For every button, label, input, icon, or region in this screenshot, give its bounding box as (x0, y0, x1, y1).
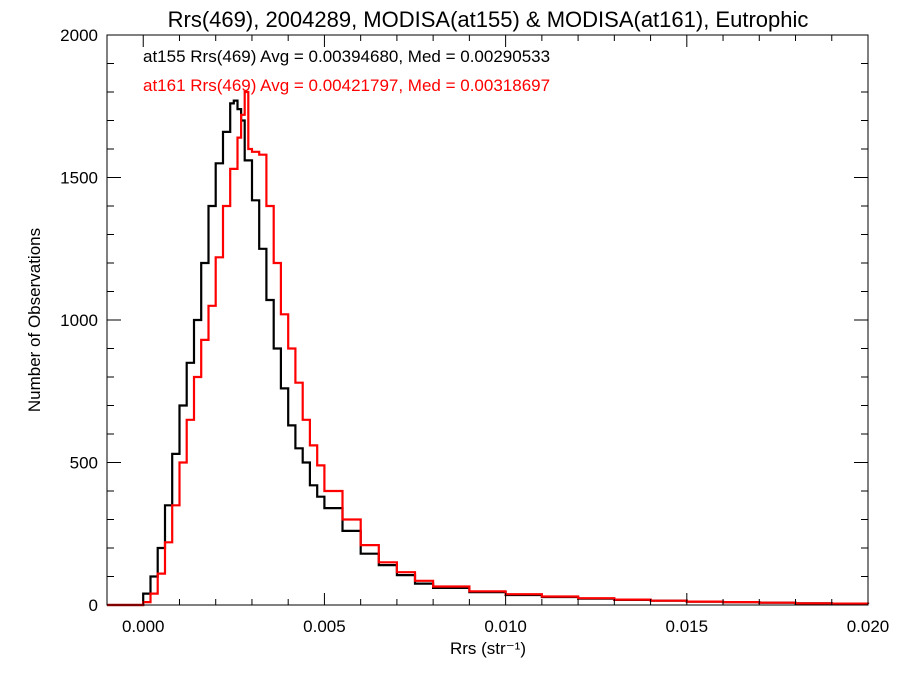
tick-labels: 0.000 0.005 0.010 0.015 0.020 0 500 1000 1500 200… (60, 26, 889, 636)
series-at155-line (107, 99, 870, 607)
x-tick-label: 0.015 (666, 617, 709, 636)
chart-title: Rrs(469), 2004289, MODISA(at155) & MODIS… (168, 7, 809, 32)
legend-at161: at161 Rrs(469) Avg = 0.00421797, Med = 0… (143, 76, 550, 95)
x-tick-label: 0.005 (303, 617, 346, 636)
y-tick-label: 1000 (60, 311, 98, 330)
y-tick-label: 1500 (60, 169, 98, 188)
x-tick-label: 0.000 (122, 617, 165, 636)
y-tick-label: 500 (70, 454, 98, 473)
x-tick-label: 0.010 (484, 617, 527, 636)
axis-ticks (107, 34, 869, 606)
plot-frame (106, 34, 869, 606)
legend-at155: at155 Rrs(469) Avg = 0.00394680, Med = 0… (143, 47, 550, 66)
series-layer (107, 90, 870, 607)
y-tick-label: 2000 (60, 26, 98, 45)
y-axis-label: Number of Observations (25, 228, 44, 412)
x-tick-label: 0.020 (847, 617, 890, 636)
y-tick-label: 0 (89, 596, 98, 615)
series-at161-line (107, 90, 870, 607)
x-axis-label: Rrs (str⁻¹) (450, 639, 526, 658)
